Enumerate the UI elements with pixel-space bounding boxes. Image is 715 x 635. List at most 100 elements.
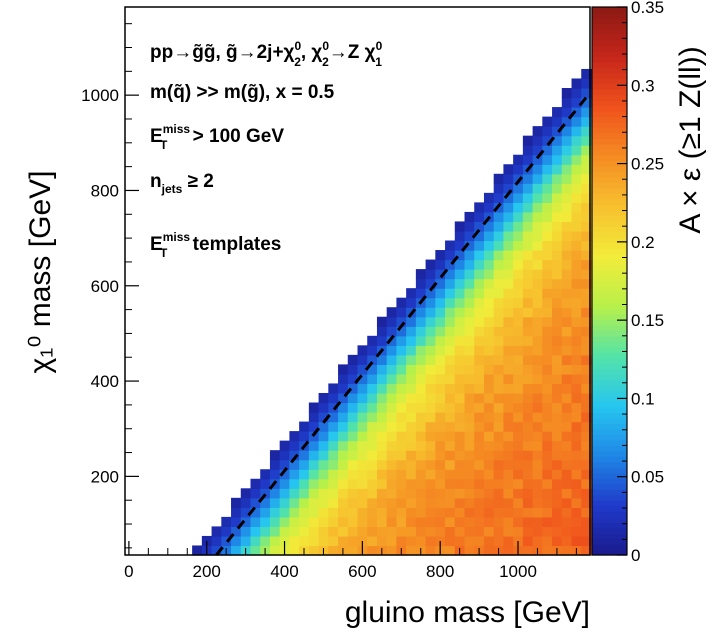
heatmap-cells bbox=[192, 68, 592, 556]
heatmap-cell bbox=[425, 269, 436, 280]
heatmap-cell bbox=[483, 192, 495, 203]
heatmap-cell bbox=[542, 211, 553, 223]
heatmap-cell bbox=[513, 307, 524, 318]
heatmap-cell bbox=[454, 269, 466, 280]
heatmap-cell bbox=[561, 192, 573, 203]
heatmap-cell bbox=[542, 488, 553, 499]
colorbar-strip bbox=[592, 330, 627, 337]
colorbar-strip bbox=[592, 434, 627, 441]
heatmap-cell bbox=[464, 221, 475, 232]
heatmap-cell bbox=[308, 421, 320, 432]
heatmap-cell bbox=[552, 126, 563, 137]
heatmap-cell bbox=[250, 535, 261, 547]
heatmap-cell bbox=[415, 507, 427, 518]
heatmap-cell bbox=[493, 535, 505, 547]
heatmap-cell bbox=[532, 230, 543, 242]
heatmap-cell bbox=[532, 383, 543, 394]
heatmap-cell bbox=[406, 373, 417, 385]
heatmap-cell bbox=[474, 402, 485, 413]
heatmap-cell bbox=[260, 516, 271, 528]
heatmap-cell bbox=[435, 345, 446, 356]
heatmap-cell bbox=[503, 354, 514, 365]
heatmap-cell bbox=[367, 364, 378, 375]
heatmap-cell bbox=[561, 412, 573, 423]
heatmap-cell bbox=[493, 269, 505, 280]
heatmap-cell bbox=[289, 450, 300, 461]
heatmap-cell bbox=[483, 488, 495, 499]
heatmap-cell bbox=[561, 478, 573, 489]
heatmap-cell bbox=[474, 383, 485, 394]
heatmap-cell bbox=[542, 373, 553, 385]
heatmap-cell bbox=[347, 383, 359, 394]
heatmap-cell bbox=[445, 469, 456, 480]
heatmap-cell bbox=[503, 335, 514, 346]
heatmap-cell bbox=[503, 259, 514, 270]
heatmap-cell bbox=[552, 345, 563, 356]
x-tick-label: 0 bbox=[124, 562, 133, 581]
colorbar-strip bbox=[592, 483, 627, 490]
heatmap-cell bbox=[367, 545, 378, 556]
heatmap-cell bbox=[308, 507, 320, 518]
heatmap-cell bbox=[328, 383, 339, 394]
colorbar-strip bbox=[592, 385, 627, 392]
heatmap-cell bbox=[425, 402, 436, 413]
heatmap-cell bbox=[552, 526, 563, 537]
colorbar-strip bbox=[592, 341, 627, 348]
heatmap-cell bbox=[347, 373, 359, 385]
colorbar-ticks: 0 0.05 0.1 0.15 0.2 0.25 0.3 0.35 bbox=[617, 0, 664, 565]
x-axis-title: gluino mass [GeV] bbox=[345, 596, 590, 629]
heatmap-cell bbox=[513, 192, 524, 203]
heatmap-cell bbox=[532, 297, 543, 308]
heatmap-cell bbox=[357, 402, 368, 413]
heatmap-cell bbox=[571, 316, 582, 327]
heatmap-cell bbox=[376, 526, 388, 537]
heatmap-cell bbox=[357, 354, 368, 365]
heatmap-cell bbox=[513, 364, 524, 375]
heatmap-cell bbox=[552, 116, 563, 127]
colorbar-strip bbox=[592, 281, 627, 288]
heatmap-cell bbox=[464, 211, 475, 223]
heatmap-cell bbox=[376, 412, 388, 423]
heatmap-cell bbox=[357, 516, 368, 528]
heatmap-cell bbox=[552, 316, 563, 327]
heatmap-cell bbox=[211, 526, 222, 537]
heatmap-cell bbox=[522, 307, 534, 318]
heatmap-cell bbox=[299, 516, 310, 528]
heatmap-cell bbox=[347, 354, 359, 365]
heatmap-cell bbox=[415, 450, 427, 461]
heatmap-cell bbox=[308, 545, 320, 556]
heatmap-cell bbox=[483, 230, 495, 242]
heatmap-cell bbox=[357, 450, 368, 461]
colorbar-strip bbox=[592, 122, 627, 129]
heatmap-cell bbox=[493, 392, 505, 404]
heatmap-cell bbox=[493, 288, 505, 299]
heatmap-cell bbox=[221, 516, 232, 528]
heatmap-cell bbox=[445, 440, 456, 451]
heatmap-cell bbox=[493, 431, 505, 442]
heatmap-cell bbox=[299, 535, 310, 547]
heatmap-cell bbox=[542, 431, 553, 442]
heatmap-cell bbox=[581, 250, 592, 261]
heatmap-cell bbox=[347, 478, 359, 489]
colorbar-strip bbox=[592, 533, 627, 540]
heatmap-cell bbox=[347, 545, 359, 556]
colorbar-strip bbox=[592, 237, 627, 244]
heatmap-cell bbox=[445, 478, 456, 489]
heatmap-cell bbox=[454, 516, 466, 528]
heatmap-cell bbox=[464, 412, 475, 423]
heatmap-cell bbox=[425, 373, 436, 385]
heatmap-cell bbox=[561, 154, 573, 165]
heatmap-cell bbox=[454, 288, 466, 299]
heatmap-cell bbox=[415, 278, 427, 289]
heatmap-cell bbox=[445, 526, 456, 537]
colorbar-strip bbox=[592, 111, 627, 118]
heatmap-cell bbox=[483, 545, 495, 556]
heatmap-cell bbox=[542, 545, 553, 556]
heatmap-cell bbox=[425, 335, 436, 346]
heatmap-cell bbox=[532, 240, 543, 251]
heatmap-cell bbox=[464, 307, 475, 318]
heatmap-cell bbox=[415, 516, 427, 528]
heatmap-cell bbox=[396, 535, 407, 547]
colorbar-strip bbox=[592, 56, 627, 63]
heatmap-cell bbox=[425, 526, 436, 537]
